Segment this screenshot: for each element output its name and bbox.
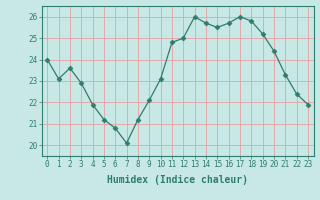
X-axis label: Humidex (Indice chaleur): Humidex (Indice chaleur) — [107, 175, 248, 185]
